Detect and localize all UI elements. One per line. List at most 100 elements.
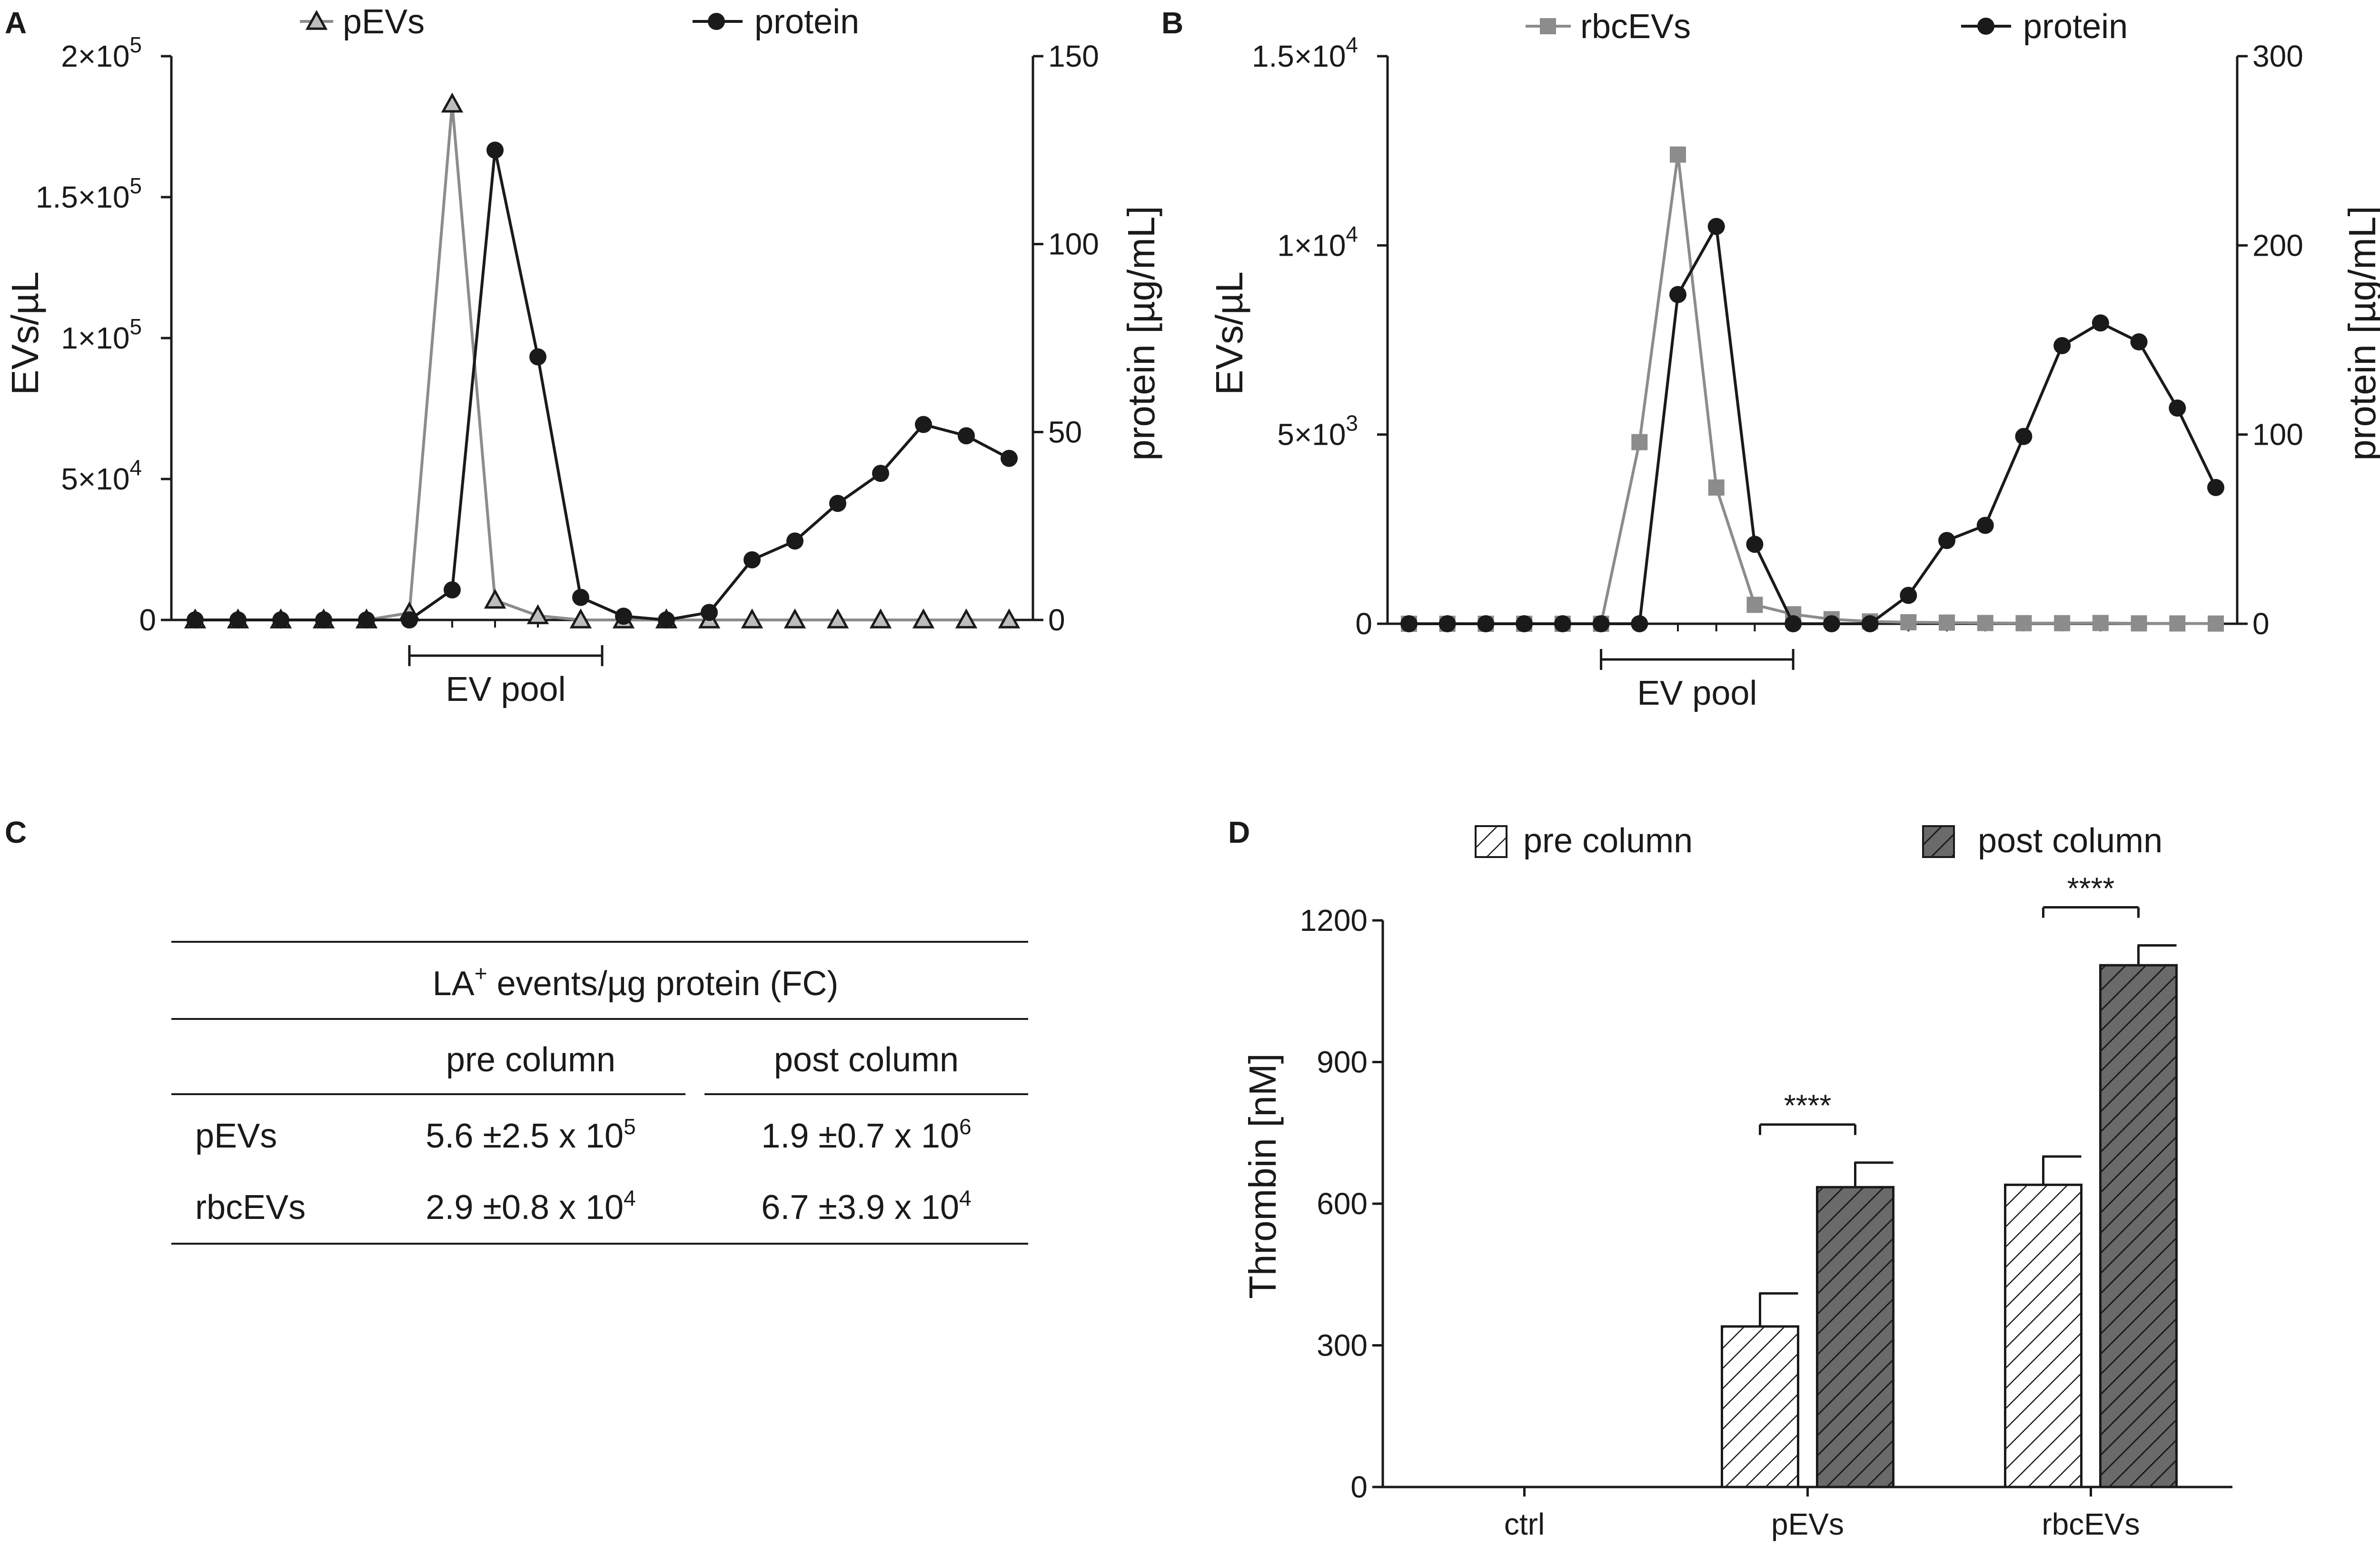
table-cell-exp: 4 xyxy=(959,1186,972,1210)
series-line-b-rbcevs xyxy=(1409,153,2216,625)
data-point-b-rbcevs xyxy=(1939,614,1955,631)
data-point-marker xyxy=(1746,597,1763,613)
x-tick-label-d: rbcEVs xyxy=(2042,1507,2140,1541)
data-point-marker xyxy=(572,589,589,606)
y-tick-label-b-main: 1.5×10 xyxy=(1252,39,1346,73)
data-point-b-protein xyxy=(1669,286,1686,303)
data-point-b-protein xyxy=(1976,517,1994,534)
data-point-a-pevs xyxy=(441,92,464,113)
legend-a: pEVs protein xyxy=(300,3,859,41)
legend-square xyxy=(1540,18,1556,34)
data-point-marker xyxy=(484,589,506,609)
y-tick-label-b-exp: 4 xyxy=(1346,32,1358,57)
data-point-a-protein xyxy=(229,611,247,629)
data-point-marker xyxy=(1938,532,1955,549)
data-point-b-protein xyxy=(1438,615,1456,632)
y-tick-label-a-main: 1×10 xyxy=(61,321,129,355)
data-point-b-rbcevs xyxy=(2208,615,2224,632)
y2-tick-label-b: 200 xyxy=(2252,228,2303,262)
y-axis-title-b: EVs/µL xyxy=(1208,271,1250,395)
data-point-b-rbcevs xyxy=(1670,146,1686,163)
data-point-b-rbcevs xyxy=(2131,615,2147,632)
data-point-b-rbcevs xyxy=(1708,479,1725,496)
data-point-a-pevs xyxy=(569,608,592,629)
y-tick-label-a-main: 5×10 xyxy=(61,462,129,496)
data-point-marker xyxy=(1900,587,1917,604)
bar-pre-column-rbcevs xyxy=(2004,1183,2082,1488)
data-point-marker xyxy=(1900,614,1917,630)
data-point-a-protein xyxy=(615,608,632,625)
data-point-b-protein xyxy=(2053,337,2071,354)
data-point-marker xyxy=(1823,615,1840,632)
data-point-marker xyxy=(358,611,375,629)
y-tick-label-a-main: 2×10 xyxy=(61,39,129,73)
table-cell: 1.9 ±0.7 x 106 xyxy=(761,1114,971,1155)
data-point-marker xyxy=(783,608,806,629)
y-tick-label-a-exp: 5 xyxy=(129,32,142,57)
legend-d-post-label: post column xyxy=(1978,822,2162,860)
data-point-b-protein xyxy=(2092,314,2109,332)
data-point-marker xyxy=(2092,314,2109,332)
y-tick-label-a: 1.5×105 xyxy=(36,173,142,214)
y-tick-label-b: 5×103 xyxy=(1277,411,1358,452)
table-cell-main: 2.9 ±0.8 x 10 xyxy=(426,1188,624,1227)
data-point-b-protein xyxy=(1631,615,1648,632)
data-point-marker xyxy=(615,608,632,625)
data-point-marker xyxy=(955,608,978,629)
data-point-marker xyxy=(1001,449,1018,467)
data-point-b-protein xyxy=(1861,615,1879,632)
data-point-marker xyxy=(1976,517,1994,534)
y-tick-label-a-exp: 4 xyxy=(129,455,142,480)
table-cell-main: 1.9 ±0.7 x 10 xyxy=(761,1117,959,1155)
y2-tick-label-a: 50 xyxy=(1048,415,1082,449)
y-tick-label-d: 1200 xyxy=(1300,903,1368,938)
chart-b: rbcEVs protein EVs/µL protein [µg/mL] 0 5… xyxy=(1208,8,2380,712)
bar-pre-column-pevs xyxy=(1721,1325,1799,1488)
panel-letter-c: C xyxy=(5,815,27,849)
data-point-marker xyxy=(444,581,461,599)
data-point-marker xyxy=(401,611,418,629)
data-point-marker xyxy=(1400,615,1418,632)
data-point-a-protein xyxy=(486,141,504,159)
data-point-marker xyxy=(1670,146,1686,163)
data-point-a-pevs xyxy=(955,608,978,629)
series-line-a-pevs xyxy=(195,102,1009,621)
y-tick-label-a-main: 1.5×10 xyxy=(36,180,130,214)
data-point-a-pevs xyxy=(783,608,806,629)
legend-b-rbcevs-label: rbcEVs xyxy=(1580,8,1691,46)
data-point-a-protein xyxy=(744,551,761,569)
data-point-marker xyxy=(1939,614,1955,631)
data-point-marker xyxy=(869,608,892,629)
data-point-b-rbcevs xyxy=(2054,615,2071,631)
data-point-marker xyxy=(2169,399,2186,417)
significance-label: **** xyxy=(1784,1088,1832,1123)
table-header-rest: events/µg protein (FC) xyxy=(487,965,839,1003)
data-point-b-protein xyxy=(1900,587,1917,604)
table-header-sup: + xyxy=(475,961,487,986)
legend-b-protein-label: protein xyxy=(2023,8,2128,46)
data-point-a-protein xyxy=(658,611,675,629)
table-cell-exp: 5 xyxy=(624,1114,636,1139)
chart-d: pre column post column Thrombin [nM] 0 30… xyxy=(1241,822,2232,1541)
table-cell: 6.7 ±3.9 x 104 xyxy=(761,1186,971,1227)
significance-label: **** xyxy=(2067,871,2115,906)
table-cell: 2.9 ±0.8 x 104 xyxy=(426,1186,635,1227)
data-point-b-protein xyxy=(1785,615,1802,632)
data-point-a-pevs xyxy=(998,608,1021,629)
data-point-b-protein xyxy=(1592,615,1610,632)
y-tick-label-a: 2×105 xyxy=(61,32,142,73)
table-row-label: rbcEVs xyxy=(195,1188,306,1227)
y-tick-label-a: 1×105 xyxy=(61,314,142,355)
data-point-a-protein xyxy=(315,611,332,629)
y-axis-title-a: EVs/µL xyxy=(4,271,46,395)
data-point-a-pevs xyxy=(526,604,549,624)
legend-d-pre-label: pre column xyxy=(1523,822,1693,860)
table-cell-exp: 6 xyxy=(959,1114,972,1139)
data-point-marker xyxy=(1592,615,1610,632)
y2-axis-title-b: protein [µg/mL] xyxy=(2341,206,2380,460)
y-tick-label-a: 0 xyxy=(139,603,156,637)
y-tick-label-b: 0 xyxy=(1355,607,1372,641)
data-point-b-protein xyxy=(1746,536,1764,553)
x-tick-label-d: ctrl xyxy=(1504,1507,1545,1541)
data-point-marker xyxy=(2169,615,2186,632)
